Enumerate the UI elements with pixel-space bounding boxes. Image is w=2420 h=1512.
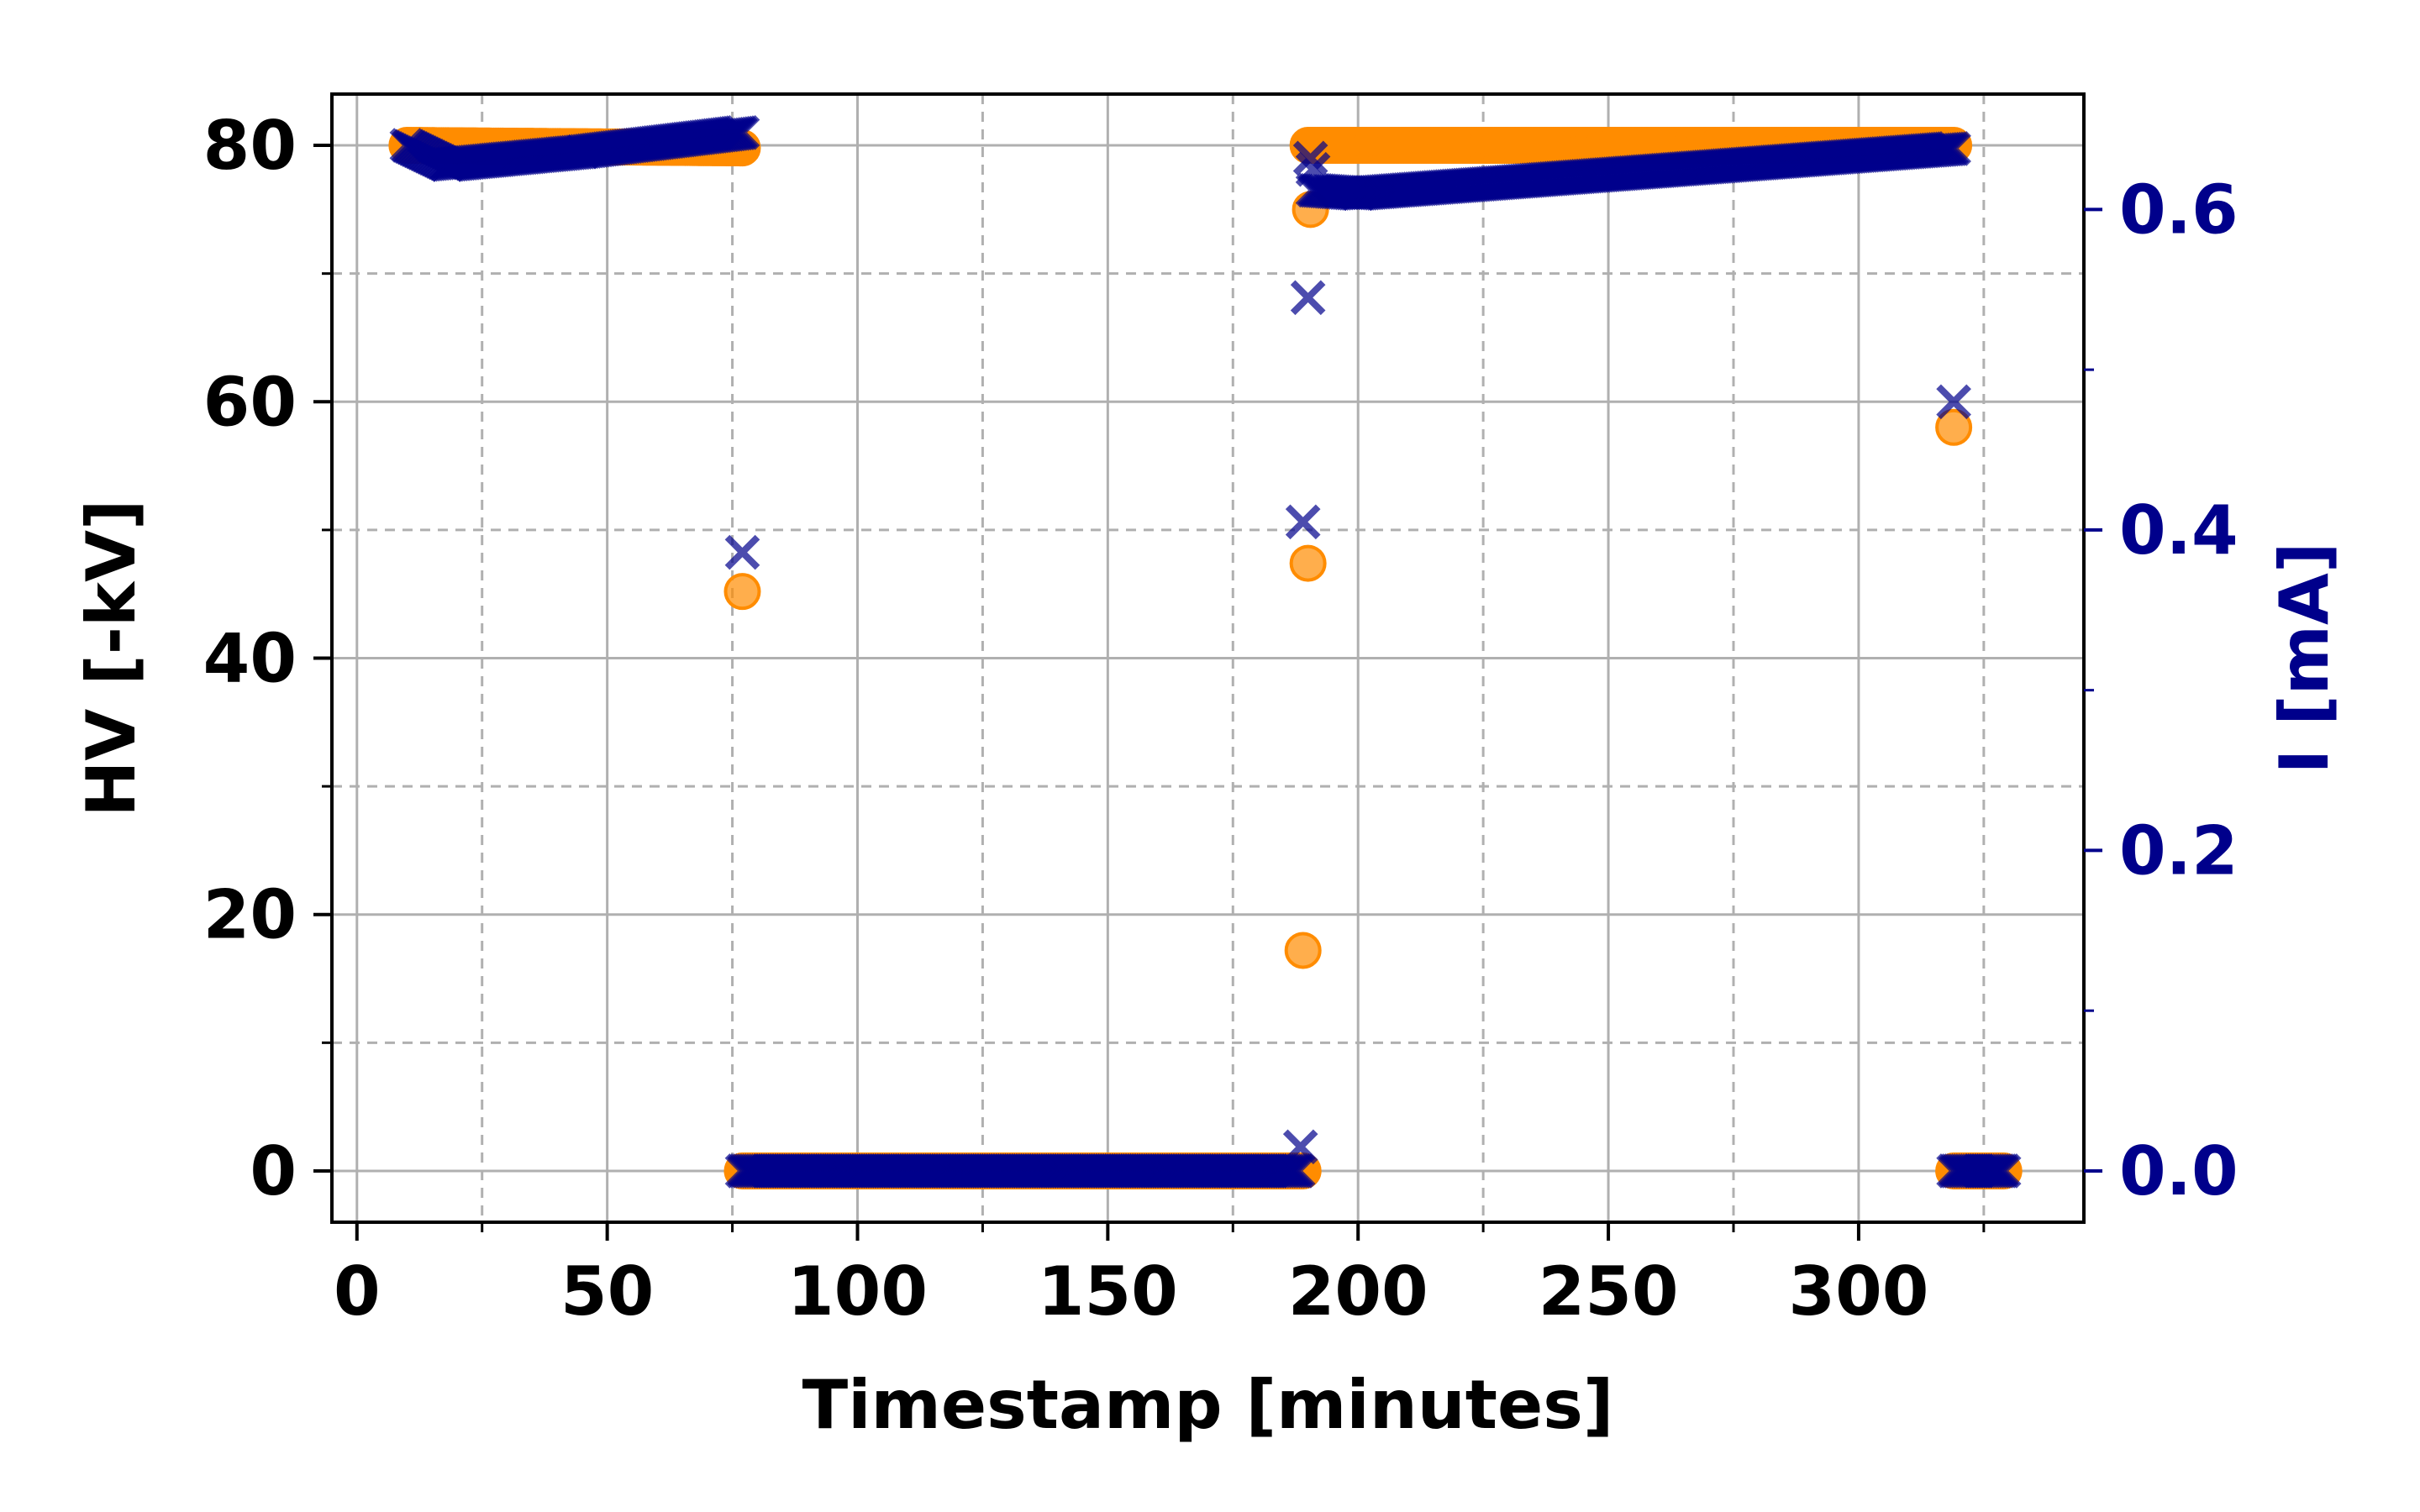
x-tick-label: 150	[1038, 1252, 1178, 1331]
x-axis-title: Timestamp [minutes]	[802, 1366, 1614, 1444]
current-point	[724, 534, 760, 570]
y-right-tick-label: 0.6	[2119, 171, 2238, 249]
axes: 0 50 100 150 200 250 300 0 20 40 60 80 0.0 0.2 0.4 0.6	[203, 107, 2238, 1331]
current-point	[724, 114, 760, 150]
current-point	[1282, 1129, 1318, 1165]
y-right-tick-label: 0.4	[2119, 491, 2238, 570]
y-right-tick-label: 0.0	[2119, 1132, 2238, 1210]
current-point	[1290, 280, 1326, 316]
current-point	[1292, 140, 1328, 176]
y-axis-left-title: HV [-kV]	[72, 499, 150, 816]
current-point	[1936, 384, 1971, 420]
x-tick-label: 50	[560, 1252, 654, 1331]
x-tick-label: 100	[787, 1252, 928, 1331]
y-left-tick-label: 40	[203, 620, 297, 698]
series-current	[389, 114, 2022, 1189]
y-axis-right-title: I [mA]	[2265, 542, 2344, 774]
current-point	[1295, 151, 1331, 187]
plot-series	[388, 114, 2023, 1189]
y-right-tick-label: 0.2	[2119, 811, 2238, 890]
hv-point	[723, 573, 761, 611]
x-tick-label: 0	[334, 1252, 381, 1331]
x-tick-label: 250	[1539, 1252, 1679, 1331]
y-left-tick-label: 0	[250, 1132, 297, 1210]
y-left-tick-label: 60	[203, 363, 297, 441]
y-left-tick-label: 80	[203, 107, 297, 185]
current-point	[1936, 131, 1971, 166]
current-point	[1285, 504, 1321, 540]
current-point	[1986, 1153, 2022, 1189]
hv-point	[1935, 408, 1973, 446]
grid	[332, 94, 2084, 1222]
x-tick-label: 300	[1788, 1252, 1928, 1331]
hv-point	[1289, 544, 1327, 582]
x-tick-label: 200	[1288, 1252, 1428, 1331]
hv-point	[1284, 932, 1322, 969]
y-left-tick-label: 20	[203, 876, 297, 954]
